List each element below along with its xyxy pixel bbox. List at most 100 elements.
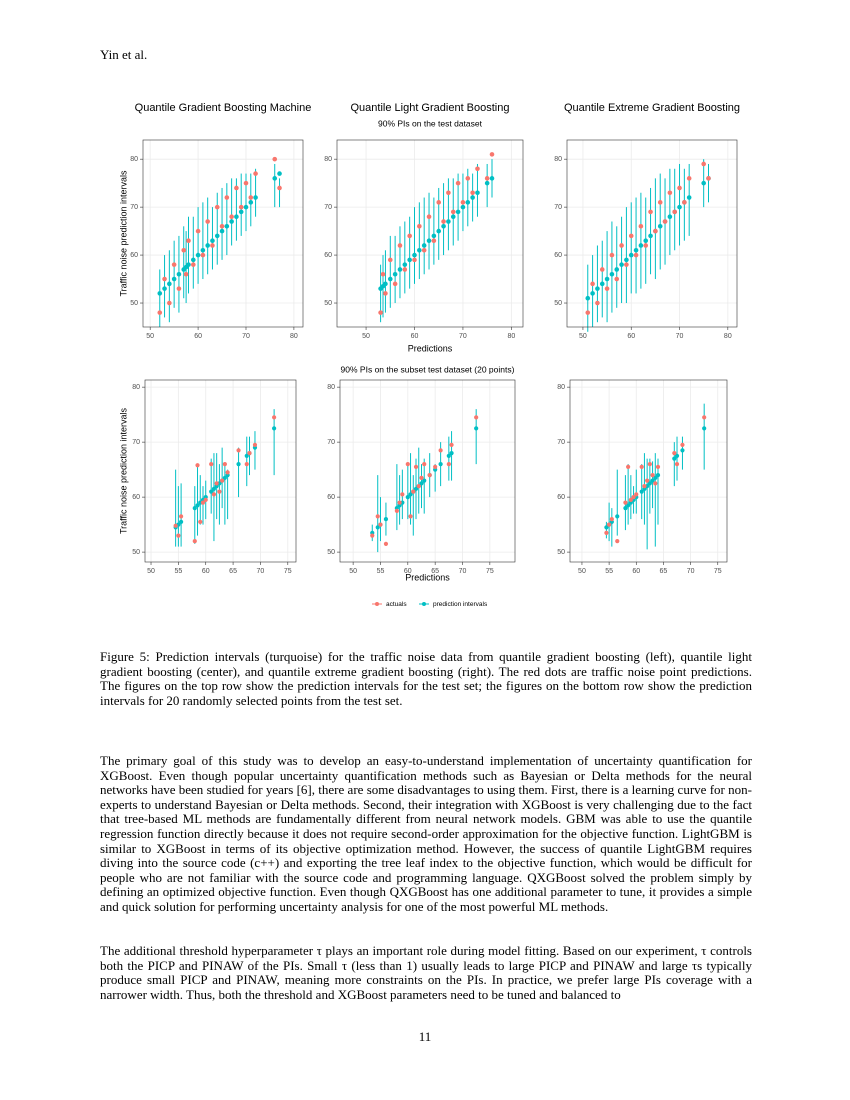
actual-point <box>626 464 631 469</box>
actual-point <box>402 267 408 272</box>
x-tick-label: 50 <box>147 568 155 575</box>
actual-point <box>604 286 610 291</box>
y-tick-label: 70 <box>554 204 562 211</box>
prediction-point <box>460 204 466 210</box>
x-tick-label: 70 <box>676 333 684 340</box>
prediction-point <box>375 525 380 530</box>
actual-point <box>190 262 196 267</box>
actual-point <box>643 243 649 248</box>
actual-point <box>682 200 687 205</box>
actual-point <box>162 276 167 282</box>
y-tick-label: 50 <box>324 300 332 307</box>
actual-point <box>253 171 258 176</box>
y-tick-label: 50 <box>554 300 562 307</box>
actual-point <box>195 463 200 468</box>
actual-point <box>438 448 443 453</box>
x-tick-label: 50 <box>362 333 370 340</box>
plot-area <box>570 380 727 562</box>
prediction-point <box>272 426 277 431</box>
y-axis-label: Traffic noise prediction intervals <box>118 407 128 534</box>
prediction-point <box>672 456 677 461</box>
actual-point <box>411 489 416 494</box>
prediction-point <box>615 514 620 519</box>
y-tick-label: 50 <box>130 300 138 307</box>
prediction-point <box>474 426 479 431</box>
prediction-point <box>419 481 424 486</box>
plot-border <box>569 379 728 563</box>
prediction-point <box>195 252 201 258</box>
plot-border <box>144 379 297 563</box>
plot-area <box>337 140 523 327</box>
x-tick-label: 80 <box>507 333 515 340</box>
actual-point <box>609 517 614 522</box>
prediction-point <box>413 486 419 491</box>
actual-point <box>209 462 214 467</box>
x-tick-label: 70 <box>687 568 695 575</box>
actual-point <box>604 530 609 535</box>
actual-point <box>433 464 438 469</box>
prediction-point <box>650 478 655 483</box>
actual-point <box>183 271 189 277</box>
actual-point <box>460 200 466 205</box>
prediction-point <box>623 506 628 511</box>
actual-point <box>171 262 177 267</box>
actual-point <box>173 523 178 528</box>
figure: 50 60 70 80 50 60 70 80 Quantile Gradient Boosti… <box>118 102 740 608</box>
actual-point <box>200 252 206 258</box>
prediction-point <box>248 200 254 205</box>
actual-point <box>674 462 680 467</box>
actual-point <box>176 286 182 291</box>
prediction-point <box>243 204 249 210</box>
x-tick-label: 80 <box>724 333 732 340</box>
x-tick-label: 55 <box>605 568 613 575</box>
actual-point <box>446 462 451 467</box>
actual-point <box>387 257 393 263</box>
actual-point <box>222 462 227 467</box>
plot-area <box>340 380 515 562</box>
x-axis-label: Predictions <box>405 572 450 582</box>
actual-point <box>210 243 215 248</box>
actual-point <box>181 247 187 253</box>
prediction-point <box>436 228 442 234</box>
legend-label: actuals <box>386 601 407 608</box>
prediction-point <box>431 233 437 239</box>
prediction-point <box>179 519 184 524</box>
prediction-point <box>408 492 413 497</box>
prediction-point <box>412 252 417 258</box>
x-tick-label: 65 <box>660 568 668 575</box>
actual-point <box>628 233 634 239</box>
actual-point <box>475 166 480 172</box>
x-tick-label: 65 <box>431 568 439 575</box>
prediction-point <box>222 475 227 480</box>
y-tick-label: 60 <box>324 252 332 259</box>
prediction-point <box>446 219 451 224</box>
prediction-point <box>590 291 595 296</box>
actual-point <box>701 161 706 167</box>
actual-point <box>686 176 692 181</box>
prediction-point <box>157 291 163 296</box>
y-tick-label: 80 <box>557 384 565 391</box>
running-header: Yin et al. <box>100 47 148 62</box>
x-tick-label: 75 <box>284 568 292 575</box>
prediction-point <box>619 262 624 267</box>
y-tick-label: 70 <box>557 439 565 446</box>
actual-point <box>229 214 234 220</box>
actual-point <box>225 470 230 475</box>
prediction-point <box>484 180 490 186</box>
y-tick-label: 60 <box>132 494 140 501</box>
y-tick-label: 50 <box>327 549 335 556</box>
actual-point <box>653 228 658 234</box>
x-tick-label: 55 <box>377 568 385 575</box>
actual-point <box>400 492 405 497</box>
prediction-point <box>599 281 605 287</box>
y-tick-label: 80 <box>130 156 138 163</box>
prediction-point <box>383 517 389 522</box>
prediction-point <box>465 200 471 205</box>
y-tick-label: 60 <box>327 494 335 501</box>
x-tick-label: 65 <box>229 568 237 575</box>
prediction-point <box>234 214 239 220</box>
paragraph: The additional threshold hyperparameter … <box>100 943 752 1002</box>
actual-point <box>585 310 591 315</box>
x-tick-label: 50 <box>146 333 154 340</box>
